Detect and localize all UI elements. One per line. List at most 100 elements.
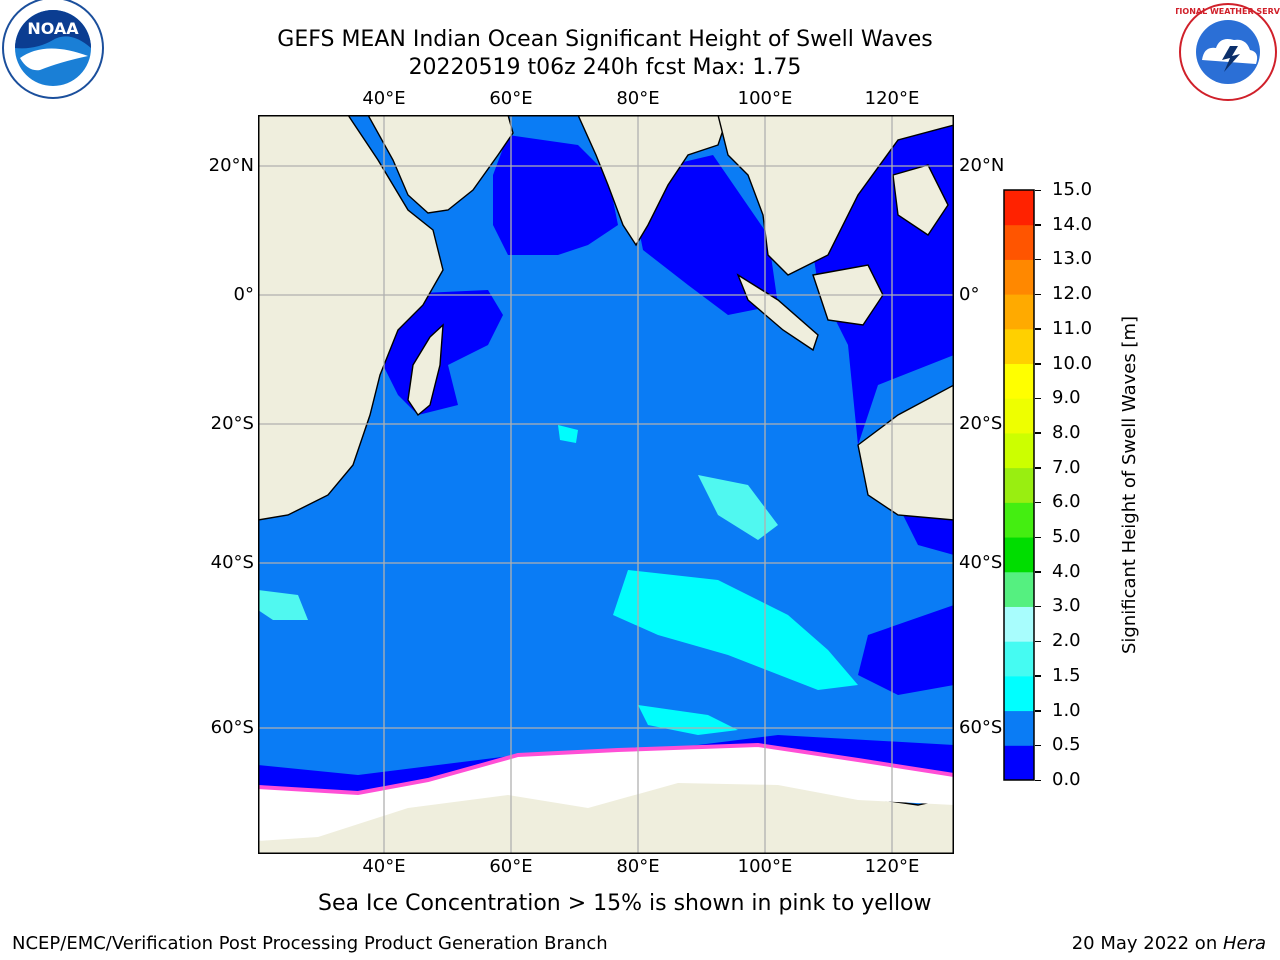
sea-ice (258, 745, 954, 841)
colorbar-tick-label: 7.0 (1052, 456, 1081, 478)
lon-tick-label: 40°E (362, 88, 406, 109)
colorbar-segment (1004, 502, 1034, 538)
colorbar-tick-mark (1035, 571, 1041, 573)
colorbar-tick-mark (1035, 640, 1041, 643)
colorbar-tick-mark (1035, 710, 1041, 712)
lat-tick-label: 20°S (210, 413, 254, 434)
colorbar-tick-label: 0.0 (1052, 769, 1081, 790)
colorbar-tick-mark (1035, 467, 1041, 469)
colorbar-tick-label: 12.0 (1052, 283, 1093, 305)
lon-tick-label: 80°E (616, 856, 660, 877)
colorbar-segment (1004, 328, 1034, 365)
colorbar-segment (1004, 224, 1034, 260)
colorbar-segment (1004, 294, 1034, 330)
colorbar-tick-label: 8.0 (1052, 421, 1081, 443)
colorbar-tick-label: 9.0 (1052, 387, 1081, 409)
colorbar-label: Significant Height of Swell Waves [m] (1119, 315, 1140, 655)
lat-tick-label: 60°S (959, 717, 1003, 738)
lon-tick-label: 120°E (864, 856, 920, 877)
footer-date: 20 May 2022 on Hera (1072, 933, 1266, 954)
lat-tick-label: 20°N (959, 155, 1005, 176)
colorbar-tick-mark (1035, 397, 1041, 400)
footer-credit: NCEP/EMC/Verification Post Processing Pr… (12, 933, 608, 954)
colorbar-tick-label: 2.0 (1052, 630, 1081, 652)
lon-tick-label: 60°E (489, 856, 533, 877)
lat-tick-label: 0° (959, 284, 980, 305)
colorbar-tick-mark (1035, 536, 1041, 539)
lat-tick-label: 20°N (208, 155, 254, 176)
lat-tick-label: 20°S (959, 413, 1003, 434)
colorbar-tick-mark (1035, 779, 1041, 781)
colorbar-segment (1004, 571, 1034, 607)
sea-ice-note: Sea Ice Concentration > 15% is shown in … (318, 891, 932, 916)
colorbar-tick-mark (1035, 363, 1041, 365)
colorbar-tick-mark (1035, 675, 1041, 677)
sea-ice-edge (258, 742, 954, 796)
land-masses (258, 115, 954, 854)
colorbar-segment (1004, 398, 1034, 434)
lon-tick-label: 100°E (737, 856, 793, 877)
australia (857, 384, 954, 521)
colorbar-tick-label: 6.0 (1052, 491, 1081, 513)
colorbar-tick-mark (1035, 328, 1041, 330)
colorbar-segment (1004, 675, 1034, 712)
noaa-logo-text: NOAA (27, 19, 79, 38)
colorbar-tick-mark (1035, 501, 1041, 504)
colorbar-segment (1004, 259, 1034, 295)
colorbar-tick-label: 1.5 (1052, 664, 1081, 686)
colorbar-segment (1004, 190, 1034, 226)
colorbar-segment (1004, 467, 1034, 503)
lat-tick-label: 60°S (210, 717, 254, 738)
map-gridlines (258, 115, 954, 854)
nws-logo-icon: NATIONAL WEATHER SERVICE (1176, 3, 1280, 101)
colorbar-tick-label: 1.0 (1052, 699, 1081, 721)
colorbar-tick-label: 15.0 (1052, 179, 1093, 200)
lon-tick-label: 120°E (864, 88, 920, 109)
lon-tick-label: 80°E (616, 88, 660, 109)
india (577, 115, 729, 247)
colorbar-tick-label: 11.0 (1052, 317, 1093, 339)
footer-machine: Hera (1222, 933, 1266, 954)
footer-date-text: 20 May 2022 on (1071, 933, 1223, 954)
colorbar-segment (1004, 537, 1034, 573)
nws-logo-text: NATIONAL WEATHER SERVICE (1176, 7, 1280, 16)
madagascar (407, 323, 444, 417)
colorbar-segment (1004, 745, 1034, 781)
lon-tick-label: 100°E (737, 88, 793, 109)
colorbar-segment (1004, 432, 1034, 469)
lon-tick-label: 60°E (489, 88, 533, 109)
colorbar-tick-label: 4.0 (1052, 560, 1081, 582)
swell-height-map (258, 115, 954, 854)
colorbar-tick-label: 13.0 (1052, 248, 1093, 270)
colorbar-segment (1004, 641, 1034, 677)
map-title: GEFS MEAN Indian Ocean Significant Heigh… (277, 27, 933, 52)
colorbar-tick-label: 3.0 (1052, 595, 1081, 617)
map-subtitle: 20220519 t06z 240h fcst Max: 1.75 (408, 55, 802, 80)
noaa-logo-icon: NOAA (2, 0, 104, 99)
colorbar-segment (1004, 363, 1034, 399)
colorbar-frame (1003, 189, 1035, 781)
colorbar (1003, 189, 1035, 781)
lon-tick-label: 40°E (362, 856, 406, 877)
map-frame (258, 115, 954, 854)
colorbar-tick-label: 10.0 (1052, 352, 1093, 374)
lat-tick-label: 40°S (959, 552, 1003, 573)
colorbar-tick-label: 0.5 (1052, 734, 1081, 756)
colorbar-tick-mark (1035, 189, 1041, 191)
colorbar-tick-mark (1035, 432, 1041, 434)
colorbar-tick-mark (1035, 605, 1041, 608)
colorbar-segment (1004, 606, 1034, 642)
colorbar-tick-mark (1035, 744, 1041, 747)
colorbar-tick-mark (1035, 258, 1041, 261)
sumatra (736, 273, 819, 352)
colorbar-tick-mark (1035, 224, 1041, 226)
lat-tick-label: 0° (233, 284, 254, 305)
southeast-asia (717, 115, 954, 276)
colorbar-tick-label: 14.0 (1052, 213, 1093, 235)
philippines (892, 164, 949, 236)
colorbar-tick-mark (1035, 293, 1041, 296)
colorbar-segment (1004, 710, 1034, 746)
lat-tick-label: 40°S (210, 552, 254, 573)
africa (258, 115, 444, 521)
colorbar-tick-label: 5.0 (1052, 526, 1081, 548)
